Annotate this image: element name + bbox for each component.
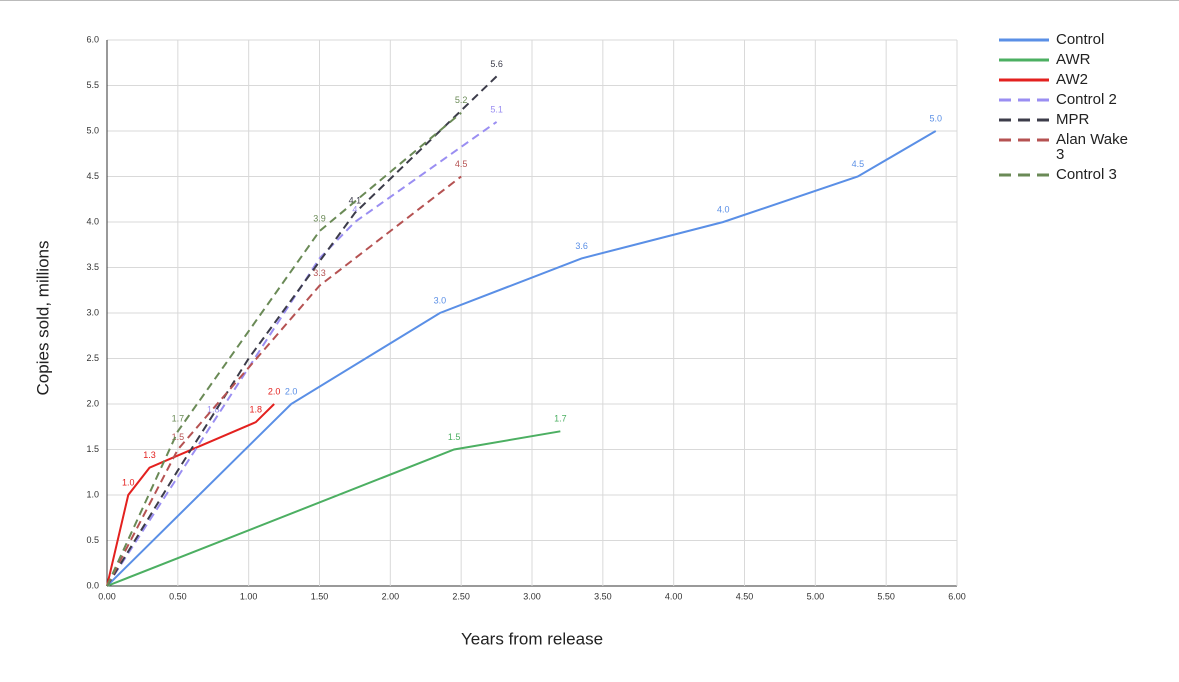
y-tick-label: 5.0 xyxy=(86,125,99,135)
data-label: 3.9 xyxy=(313,213,326,223)
legend-item: Control 3 xyxy=(998,167,1148,182)
data-label: 1.5 xyxy=(172,432,185,442)
legend-swatch xyxy=(999,138,1049,142)
legend-label: Control 3 xyxy=(1056,166,1117,183)
series-line xyxy=(106,121,498,587)
y-tick-label: 5.5 xyxy=(86,80,99,90)
x-tick-label: 0.00 xyxy=(98,591,116,601)
series-line xyxy=(106,130,937,587)
x-tick-label: 1.00 xyxy=(240,591,258,601)
y-tick-label: 6.0 xyxy=(86,34,99,44)
x-tick-label: 0.50 xyxy=(169,591,187,601)
x-tick-label: 4.00 xyxy=(665,591,683,601)
legend-label: Alan Wake 3 xyxy=(1056,131,1128,163)
data-label: 1.7 xyxy=(554,414,567,424)
x-tick-label: 1.50 xyxy=(311,591,329,601)
legend-swatch xyxy=(999,78,1049,82)
data-label: 1.7 xyxy=(172,414,185,424)
data-label: 4 xyxy=(352,204,357,214)
series-line xyxy=(106,112,462,587)
data-label: 1.8 xyxy=(207,405,220,415)
y-tick-label: 4.0 xyxy=(86,216,99,226)
legend-label: AW2 xyxy=(1056,71,1088,88)
x-tick-label: 6.00 xyxy=(948,591,966,601)
x-tick-label: 4.50 xyxy=(736,591,754,601)
data-label: 2.0 xyxy=(285,386,298,396)
x-tick-label: 2.50 xyxy=(452,591,470,601)
y-tick-label: 4.5 xyxy=(86,171,99,181)
x-tick-label: 3.50 xyxy=(594,591,612,601)
x-tick-label: 3.00 xyxy=(523,591,541,601)
data-label: 5.0 xyxy=(929,113,942,123)
data-label: 1.5 xyxy=(448,432,461,442)
legend-item: Control 2 xyxy=(998,92,1148,107)
series-line xyxy=(106,403,275,587)
y-tick-label: 2.5 xyxy=(86,353,99,363)
y-tick-label: 0.0 xyxy=(86,580,99,590)
y-tick-label: 2.0 xyxy=(86,398,99,408)
data-label: 3.3 xyxy=(313,268,326,278)
data-label: 4.0 xyxy=(717,204,730,214)
data-label: 5.1 xyxy=(490,104,503,114)
x-tick-label: 5.00 xyxy=(807,591,825,601)
data-label: 1.3 xyxy=(143,450,156,460)
data-label: 5.6 xyxy=(490,59,503,69)
data-label: 3.0 xyxy=(434,295,447,305)
legend-item: AWR xyxy=(998,52,1148,67)
y-tick-label: 1.0 xyxy=(86,489,99,499)
legend-label: Control xyxy=(1056,31,1105,48)
x-axis-label: Years from release xyxy=(461,629,603,648)
legend-label: MPR xyxy=(1056,111,1090,128)
legend-swatch xyxy=(999,38,1049,42)
y-axis-label: Copies sold, millions xyxy=(33,241,52,396)
y-tick-label: 1.5 xyxy=(86,444,99,454)
data-label: 4.5 xyxy=(852,159,865,169)
legend-item: Alan Wake 3 xyxy=(998,132,1148,162)
y-tick-label: 3.0 xyxy=(86,307,99,317)
legend-label: AWR xyxy=(1056,51,1091,68)
series-line xyxy=(106,75,498,587)
legend-swatch xyxy=(999,98,1049,102)
data-label: 1.0 xyxy=(122,477,135,487)
legend-swatch xyxy=(999,118,1049,122)
data-label: 5.2 xyxy=(455,95,468,105)
x-tick-label: 2.00 xyxy=(382,591,400,601)
legend: Control AWR AW2 Control 2 MPR Alan Wake 3 Cont… xyxy=(998,32,1148,187)
legend-swatch xyxy=(999,173,1049,177)
y-tick-label: 3.5 xyxy=(86,262,99,272)
legend-item: Control xyxy=(998,32,1148,47)
x-tick-label: 5.50 xyxy=(877,591,895,601)
series-line xyxy=(106,175,462,587)
legend-item: MPR xyxy=(998,112,1148,127)
legend-item: AW2 xyxy=(998,72,1148,87)
data-label: 1.8 xyxy=(249,405,262,415)
top-border xyxy=(0,0,1179,1)
data-label: 3.6 xyxy=(575,241,588,251)
data-label: 2.0 xyxy=(268,386,281,396)
legend-swatch xyxy=(999,58,1049,62)
y-tick-label: 0.5 xyxy=(86,535,99,545)
data-label: 4.5 xyxy=(455,159,468,169)
chart: Copies sold, millions Years from release… xyxy=(33,34,966,648)
legend-label: Control 2 xyxy=(1056,91,1117,108)
series-line xyxy=(106,430,561,587)
